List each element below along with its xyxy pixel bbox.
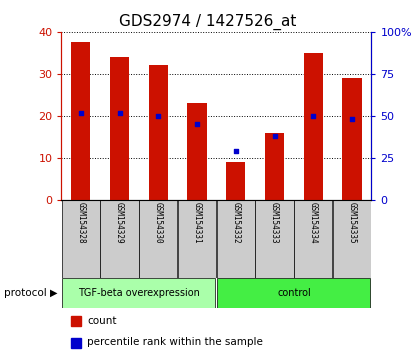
Text: GSM154331: GSM154331 [193, 202, 202, 244]
Text: GSM154332: GSM154332 [231, 202, 240, 244]
Bar [71, 316, 81, 326]
Bar [61, 200, 100, 278]
Text: percentile rank within the sample: percentile rank within the sample [87, 337, 263, 348]
Bar [149, 65, 168, 200]
Bar [187, 103, 207, 200]
Text: GSM154334: GSM154334 [309, 202, 318, 244]
Point [271, 133, 278, 139]
Text: GSM154328: GSM154328 [76, 202, 85, 244]
Point [155, 113, 161, 119]
Point [78, 110, 84, 115]
Bar [342, 78, 362, 200]
Bar [217, 200, 255, 278]
Bar [110, 57, 129, 200]
Bar [265, 133, 284, 200]
Point [232, 148, 239, 154]
Bar [294, 200, 332, 278]
Bar [139, 200, 178, 278]
Text: ▶: ▶ [50, 288, 57, 298]
Text: control: control [277, 288, 311, 298]
Point [349, 116, 355, 122]
Point [116, 110, 123, 115]
Text: GSM154333: GSM154333 [270, 202, 279, 244]
Text: GSM154330: GSM154330 [154, 202, 163, 244]
Text: TGF-beta overexpression: TGF-beta overexpression [78, 288, 200, 298]
Bar [178, 200, 216, 278]
Point [194, 121, 200, 127]
Text: protocol: protocol [4, 288, 47, 298]
Bar [304, 53, 323, 200]
Text: GSM154329: GSM154329 [115, 202, 124, 244]
Point [310, 113, 317, 119]
Bar [217, 278, 370, 308]
Bar [61, 278, 215, 308]
Text: GSM154335: GSM154335 [347, 202, 356, 244]
Text: count: count [87, 316, 117, 326]
Bar [71, 338, 81, 348]
Bar [255, 200, 294, 278]
Text: GDS2974 / 1427526_at: GDS2974 / 1427526_at [119, 14, 296, 30]
Bar [226, 162, 246, 200]
Bar [71, 42, 90, 200]
Bar [333, 200, 371, 278]
Bar [100, 200, 139, 278]
